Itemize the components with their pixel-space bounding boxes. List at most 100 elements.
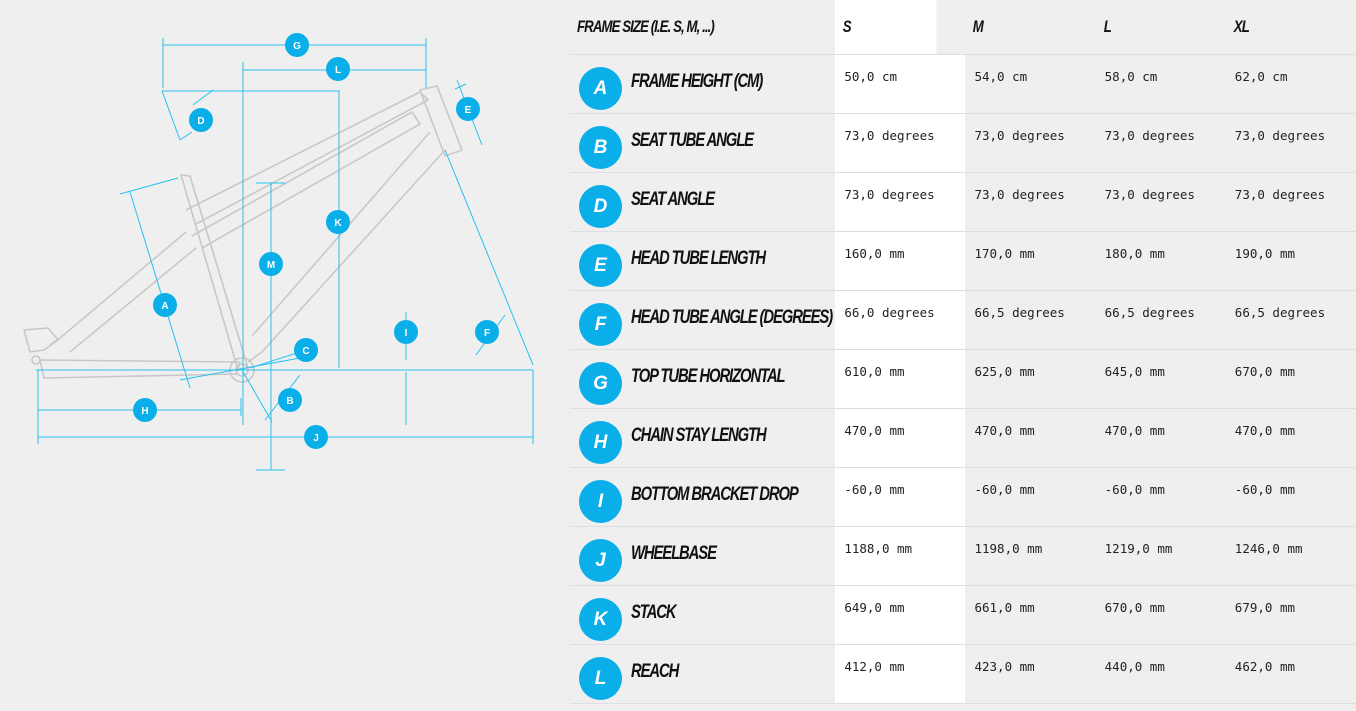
svg-text:D: D bbox=[197, 116, 204, 127]
svg-text:L: L bbox=[335, 65, 341, 76]
value-cell-s: 73,0 degrees bbox=[835, 172, 966, 232]
size-header-xl[interactable]: XL bbox=[1225, 0, 1328, 55]
parameter-name: TOP TUBE HORIZONTAL bbox=[631, 366, 786, 387]
parameter-cell: J WHEELBASE bbox=[570, 526, 836, 586]
measurement-value: 679,0 mm bbox=[1234, 600, 1296, 615]
value-cell-m: 423,0 mm bbox=[965, 644, 1096, 704]
value-cell-xl: 73,0 degrees bbox=[1225, 113, 1356, 173]
table-row: J WHEELBASE 1188,0 mm 1198,0 mm 1219,0 mm 124… bbox=[570, 526, 1356, 586]
measurement-value: 1219,0 mm bbox=[1104, 541, 1173, 556]
measurement-value: 73,0 degrees bbox=[1234, 187, 1326, 202]
table-row: E HEAD TUBE LENGTH 160,0 mm 170,0 mm 180,0 m… bbox=[570, 231, 1356, 291]
value-cell-xl: -60,0 mm bbox=[1225, 467, 1356, 527]
measurement-value: 661,0 mm bbox=[974, 600, 1035, 615]
parameter-code-badge: F bbox=[579, 303, 622, 346]
value-cell-m: -60,0 mm bbox=[965, 467, 1096, 527]
svg-text:C: C bbox=[302, 346, 309, 357]
table-header-row: FRAME SIZE (I.E. S, M, ...) S M L XL bbox=[570, 0, 1356, 55]
measurement-value: 73,0 degrees bbox=[1104, 187, 1195, 202]
measurement-value: 1198,0 mm bbox=[974, 541, 1043, 556]
size-header-s[interactable]: S bbox=[835, 0, 937, 55]
table-row: G TOP TUBE HORIZONTAL 610,0 mm 625,0 mm 645,… bbox=[570, 349, 1356, 409]
frame-outline bbox=[23, 85, 463, 383]
measurement-value: 54,0 cm bbox=[974, 69, 1028, 84]
table-row: A FRAME HEIGHT (CM) 50,0 cm 54,0 cm 58,0 cm 6… bbox=[570, 54, 1356, 114]
parameter-cell: D SEAT ANGLE bbox=[570, 172, 836, 232]
measurement-value: 190,0 mm bbox=[1234, 246, 1296, 261]
value-cell-l: 1219,0 mm bbox=[1095, 526, 1226, 586]
measurement-value: -60,0 mm bbox=[1104, 482, 1165, 497]
value-cell-l: 670,0 mm bbox=[1095, 585, 1226, 645]
parameter-cell: G TOP TUBE HORIZONTAL bbox=[570, 349, 836, 409]
measurement-value: 470,0 mm bbox=[1234, 423, 1296, 438]
value-cell-s: 66,0 degrees bbox=[835, 290, 966, 350]
measurement-value: 73,0 degrees bbox=[1234, 128, 1326, 143]
measurement-value: 649,0 mm bbox=[844, 600, 905, 615]
parameter-cell: F HEAD TUBE ANGLE (DEGREES) bbox=[570, 290, 836, 350]
value-cell-m: 54,0 cm bbox=[965, 54, 1096, 114]
badge-C: C bbox=[294, 338, 318, 362]
measurement-value: 625,0 mm bbox=[974, 364, 1035, 379]
measurement-value: 180,0 mm bbox=[1104, 246, 1165, 261]
size-header-m[interactable]: M bbox=[965, 0, 1068, 55]
measurement-value: -60,0 mm bbox=[1234, 482, 1296, 497]
size-header-l[interactable]: L bbox=[1095, 0, 1198, 55]
svg-text:E: E bbox=[465, 105, 472, 116]
measurement-value: 670,0 mm bbox=[1104, 600, 1165, 615]
table-row: I BOTTOM BRACKET DROP -60,0 mm -60,0 mm -60,… bbox=[570, 467, 1356, 527]
measurement-value: 73,0 degrees bbox=[974, 187, 1065, 202]
value-cell-xl: 73,0 degrees bbox=[1225, 172, 1356, 232]
table-row: L REACH 412,0 mm 423,0 mm 440,0 mm 462,0 mm bbox=[570, 644, 1356, 704]
svg-text:A: A bbox=[161, 301, 168, 312]
value-cell-m: 73,0 degrees bbox=[965, 113, 1096, 173]
svg-text:J: J bbox=[313, 433, 319, 444]
parameter-name: WHEELBASE bbox=[631, 543, 717, 564]
value-cell-l: 180,0 mm bbox=[1095, 231, 1226, 291]
value-cell-s: -60,0 mm bbox=[835, 467, 966, 527]
value-cell-s: 649,0 mm bbox=[835, 585, 966, 645]
parameter-cell: H CHAIN STAY LENGTH bbox=[570, 408, 836, 468]
value-cell-l: 66,5 degrees bbox=[1095, 290, 1226, 350]
badge-B: B bbox=[278, 388, 302, 412]
value-cell-xl: 66,5 degrees bbox=[1225, 290, 1356, 350]
svg-text:B: B bbox=[286, 396, 293, 407]
parameter-code-badge: E bbox=[579, 244, 622, 287]
geometry-table: FRAME SIZE (I.E. S, M, ...) S M L XL A FR… bbox=[570, 0, 1356, 704]
parameter-cell: E HEAD TUBE LENGTH bbox=[570, 231, 836, 291]
measurement-value: 462,0 mm bbox=[1234, 659, 1296, 674]
value-cell-xl: 1246,0 mm bbox=[1225, 526, 1356, 586]
value-cell-m: 66,5 degrees bbox=[965, 290, 1096, 350]
parameter-cell: A FRAME HEIGHT (CM) bbox=[570, 54, 836, 114]
badge-H: H bbox=[133, 398, 157, 422]
measurement-value: 412,0 mm bbox=[844, 659, 905, 674]
parameter-name: FRAME HEIGHT (CM) bbox=[631, 71, 763, 92]
measurement-value: 470,0 mm bbox=[844, 423, 905, 438]
value-cell-l: -60,0 mm bbox=[1095, 467, 1226, 527]
measurement-value: 58,0 cm bbox=[1104, 69, 1158, 84]
badge-L: L bbox=[326, 57, 350, 81]
value-cell-m: 625,0 mm bbox=[965, 349, 1096, 409]
value-cell-m: 470,0 mm bbox=[965, 408, 1096, 468]
parameter-name: SEAT TUBE ANGLE bbox=[631, 130, 754, 151]
badge-D: D bbox=[189, 108, 213, 132]
value-cell-s: 73,0 degrees bbox=[835, 113, 966, 173]
table-row: D SEAT ANGLE 73,0 degrees 73,0 degrees 73,0 … bbox=[570, 172, 1356, 232]
badge-M: M bbox=[259, 252, 283, 276]
value-cell-l: 440,0 mm bbox=[1095, 644, 1226, 704]
measurement-value: 66,0 degrees bbox=[844, 305, 935, 320]
value-cell-s: 412,0 mm bbox=[835, 644, 966, 704]
svg-text:F: F bbox=[484, 328, 490, 339]
parameter-code-badge: L bbox=[579, 657, 622, 700]
value-cell-s: 1188,0 mm bbox=[835, 526, 966, 586]
parameter-code-badge: K bbox=[579, 598, 622, 641]
svg-text:H: H bbox=[141, 406, 148, 417]
badge-J: J bbox=[304, 425, 328, 449]
parameter-code-badge: H bbox=[579, 421, 622, 464]
parameter-code-badge: J bbox=[579, 539, 622, 582]
measurement-value: -60,0 mm bbox=[974, 482, 1035, 497]
svg-text:M: M bbox=[267, 260, 275, 271]
parameter-name: REACH bbox=[631, 661, 679, 682]
parameter-code-badge: D bbox=[579, 185, 622, 228]
parameter-name: HEAD TUBE ANGLE (DEGREES) bbox=[631, 307, 833, 328]
parameter-code-badge: B bbox=[579, 126, 622, 169]
